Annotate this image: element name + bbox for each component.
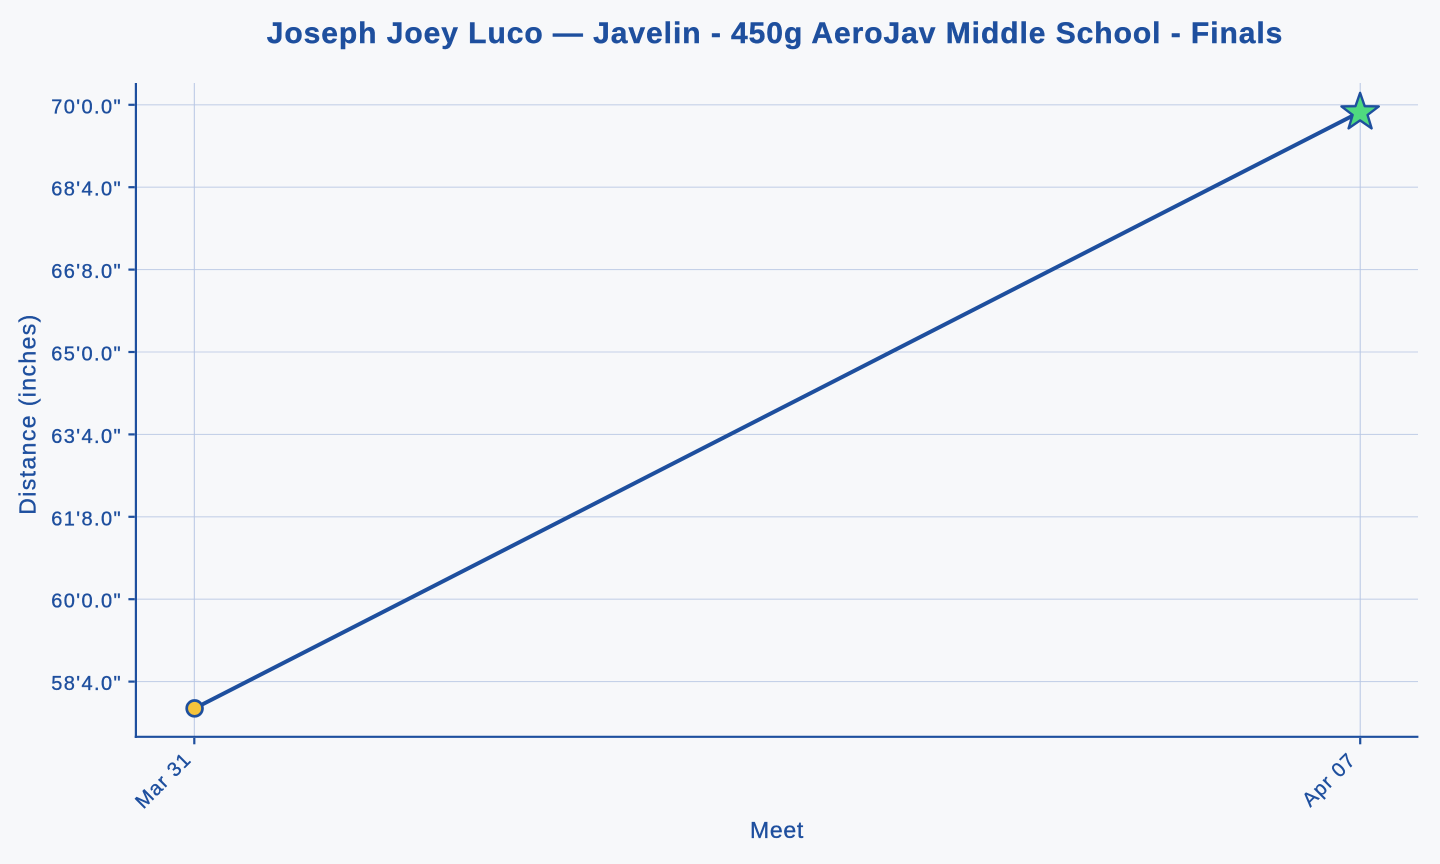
svg-text:65'0.0": 65'0.0" [51,344,122,366]
svg-text:70'0.0": 70'0.0" [51,96,122,118]
svg-text:66'8.0": 66'8.0" [51,261,122,283]
svg-text:Distance (inches): Distance (inches) [15,313,41,514]
svg-text:61'8.0": 61'8.0" [51,508,122,530]
svg-text:68'4.0": 68'4.0" [51,179,122,201]
svg-text:58'4.0": 58'4.0" [51,673,122,695]
svg-text:Joseph Joey Luco — Javelin - 4: Joseph Joey Luco — Javelin - 450g AeroJa… [267,17,1284,50]
svg-text:60'0.0": 60'0.0" [51,591,122,613]
svg-text:63'4.0": 63'4.0" [51,426,122,448]
svg-text:Meet: Meet [750,817,804,843]
